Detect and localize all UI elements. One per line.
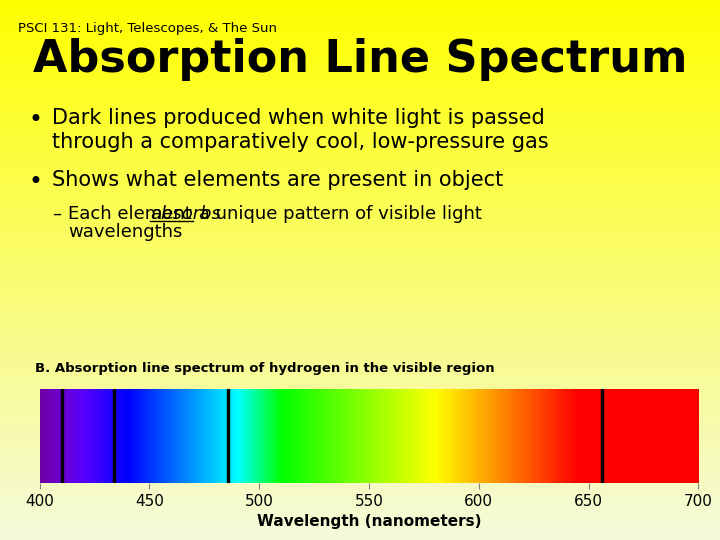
Text: Absorption Line Spectrum: Absorption Line Spectrum xyxy=(33,38,687,81)
Text: •: • xyxy=(28,108,42,132)
Text: •: • xyxy=(28,170,42,194)
Text: B. Absorption line spectrum of hydrogen in the visible region: B. Absorption line spectrum of hydrogen … xyxy=(35,362,495,375)
Text: –: – xyxy=(52,205,61,223)
Text: through a comparatively cool, low-pressure gas: through a comparatively cool, low-pressu… xyxy=(52,132,549,152)
Text: absorbs: absorbs xyxy=(150,205,221,223)
Text: wavelengths: wavelengths xyxy=(68,223,182,241)
Text: Shows what elements are present in object: Shows what elements are present in objec… xyxy=(52,170,503,190)
X-axis label: Wavelength (nanometers): Wavelength (nanometers) xyxy=(257,514,481,529)
Text: Dark lines produced when white light is passed: Dark lines produced when white light is … xyxy=(52,108,545,128)
Text: a unique pattern of visible light: a unique pattern of visible light xyxy=(193,205,482,223)
Text: Each element: Each element xyxy=(68,205,197,223)
Text: PSCI 131: Light, Telescopes, & The Sun: PSCI 131: Light, Telescopes, & The Sun xyxy=(18,22,277,35)
